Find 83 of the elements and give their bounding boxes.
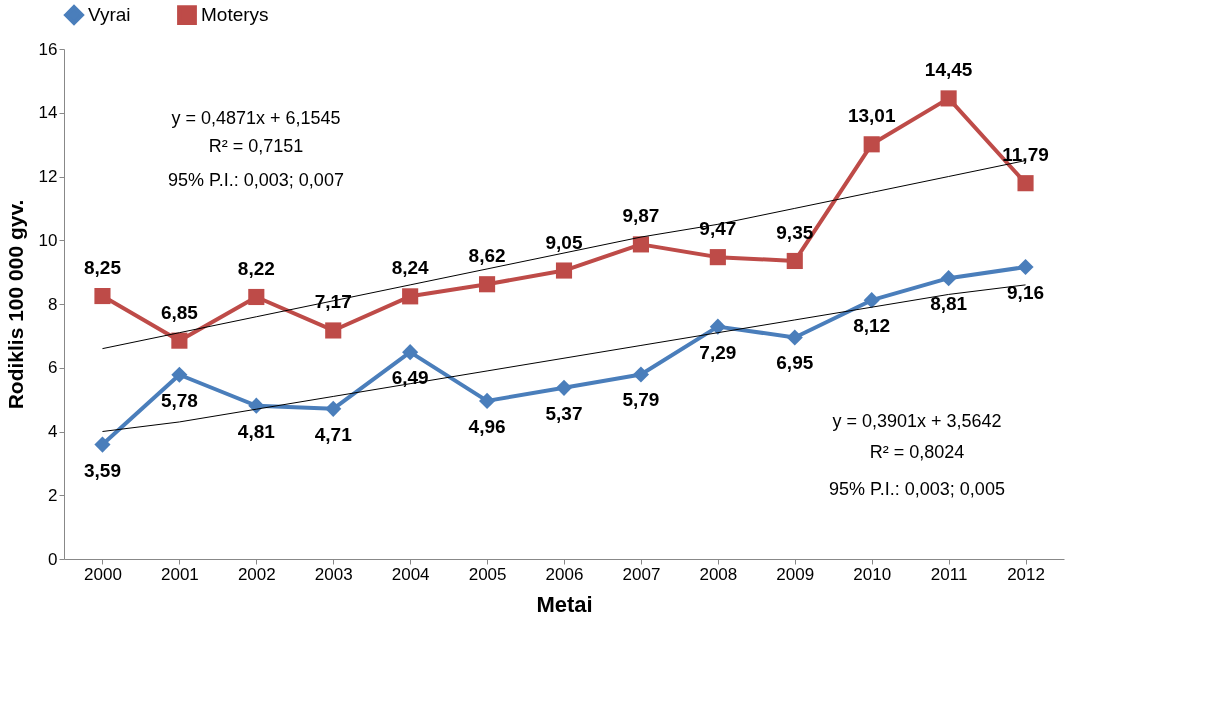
data-label: 6,95	[776, 352, 814, 374]
y-tick-label: 2	[48, 485, 58, 505]
annotation: R² = 0,8024	[869, 442, 965, 462]
x-tick-label: 2004	[391, 564, 430, 584]
point	[94, 287, 111, 305]
data-label: 3,59	[83, 459, 121, 481]
annotation: y = 0,3901x + 3,5642	[832, 411, 1002, 431]
x-tick-label: 2002	[237, 564, 276, 584]
x-tick-label: 2003	[314, 564, 353, 584]
x-tick-label: 2008	[699, 564, 738, 584]
data-label: 6,85	[160, 301, 199, 323]
point	[402, 288, 419, 305]
data-label: 5,37	[545, 402, 583, 424]
y-tick-label: 14	[38, 103, 58, 123]
annotation: 95% P.I.: 0,003; 0,005	[829, 479, 1005, 499]
data-label: 5,79	[622, 389, 660, 411]
y-tick-label: 16	[38, 39, 58, 59]
data-label: 9,35	[776, 221, 814, 243]
point	[1017, 258, 1034, 276]
data-label: 5,78	[160, 389, 198, 411]
data-label: 8,24	[391, 257, 430, 279]
data-label: 8,22	[237, 257, 275, 279]
point	[248, 397, 265, 414]
point	[555, 262, 573, 279]
x-tick-label: 2005	[468, 564, 507, 584]
data-label: 9,05	[545, 231, 583, 253]
y-tick-label: 10	[38, 230, 58, 250]
point	[940, 90, 957, 107]
x-axis-title: Metai	[536, 591, 593, 617]
data-label: 9,47	[699, 218, 737, 240]
point	[171, 366, 188, 383]
data-label: 8,12	[853, 315, 891, 337]
point	[402, 344, 419, 361]
point	[863, 292, 880, 309]
y-tick-label: 8	[48, 294, 58, 314]
data-label: 4,81	[237, 420, 276, 442]
point	[863, 136, 880, 153]
point	[709, 318, 726, 335]
x-tick-label: 2009	[776, 564, 815, 584]
annotation: R² = 0,7151	[208, 136, 304, 156]
x-tick-label: 2010	[853, 564, 892, 584]
point	[479, 276, 496, 293]
y-tick-label: 4	[48, 422, 58, 441]
y-tick-label: 12	[38, 167, 58, 186]
point	[479, 392, 496, 409]
point	[786, 252, 803, 270]
x-tick-label: 2000	[84, 564, 122, 584]
x-tick-label: 2011	[930, 564, 968, 584]
data-label: 9,87	[622, 205, 660, 227]
legend-label: Moterys	[201, 4, 269, 26]
point	[709, 249, 726, 266]
x-tick-label: 2001	[160, 564, 199, 584]
data-label: 13,01	[847, 105, 896, 127]
point	[94, 436, 111, 453]
x-tick-label: 2007	[622, 564, 661, 584]
x-tick-label: 2012	[1007, 564, 1045, 584]
point	[632, 236, 649, 253]
point	[786, 329, 803, 346]
data-label: 8,25	[83, 257, 122, 279]
data-label: 14,45	[924, 59, 973, 81]
legend-label: Vyrai	[88, 4, 131, 26]
data-label: 11,79	[1002, 144, 1049, 166]
x-tick-label: 2006	[545, 564, 584, 584]
point	[555, 379, 573, 396]
y-tick-label: 0	[48, 549, 58, 569]
point	[632, 366, 649, 383]
data-label: 6,49	[391, 367, 429, 389]
data-label: 4,96	[468, 415, 506, 437]
data-label: 7,29	[699, 341, 737, 363]
point	[1017, 175, 1034, 192]
annotation: 95% P.I.: 0,003; 0,007	[168, 170, 344, 190]
y-axis-title: Rodiklis 100 000 gyv.	[3, 199, 27, 410]
data-label: 8,62	[468, 245, 506, 267]
data-label: 9,16	[1007, 282, 1045, 304]
point	[248, 288, 265, 306]
y-tick-label: 6	[48, 358, 58, 378]
point	[940, 270, 957, 287]
point	[171, 332, 188, 349]
data-label: 8,81	[930, 293, 968, 315]
annotation: y = 0,4871x + 6,1545	[171, 108, 341, 128]
point	[325, 400, 342, 417]
point	[325, 322, 342, 339]
data-label: 4,71	[314, 423, 353, 445]
